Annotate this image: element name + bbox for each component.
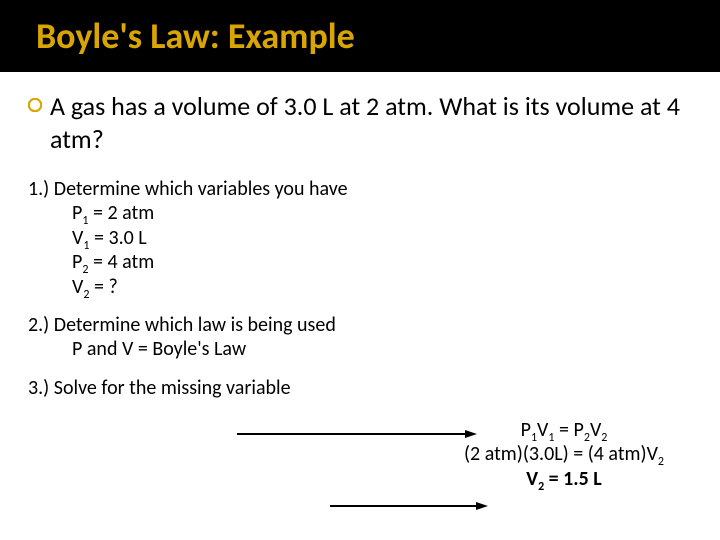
txt: P — [72, 201, 82, 225]
txt: = P — [555, 418, 584, 442]
txt: V — [72, 275, 83, 299]
arrow-icon — [330, 502, 488, 510]
txt: = 2 atm — [88, 201, 154, 225]
step-1: 1.) Determine which variables you have P… — [28, 177, 692, 299]
bullet-icon — [28, 98, 42, 112]
step-3-header: 3.) Solve for the missing variable — [28, 376, 692, 400]
equation-2: (2 atm)(3.0L) = (4 atm)V2 — [434, 442, 694, 466]
txt: V — [526, 467, 538, 491]
step-2: 2.) Determine which law is being used P … — [28, 313, 692, 362]
question-row: A gas has a volume of 3.0 L at 2 atm. Wh… — [28, 90, 692, 155]
txt: V — [590, 418, 601, 442]
title-band: Boyle's Law: Example — [0, 0, 720, 72]
txt: = ? — [89, 275, 117, 299]
txt: = 4 atm — [88, 250, 154, 274]
equations-block: P1V1 = P2V2 (2 atm)(3.0L) = (4 atm)V2 V2… — [434, 418, 694, 491]
step-2-line-1: P and V = Boyle's Law — [28, 337, 692, 361]
txt: = 3.0 L — [89, 226, 146, 250]
equation-1: P1V1 = P2V2 — [434, 418, 694, 442]
equation-3: V2 = 1.5 L — [434, 467, 694, 491]
question-text: A gas has a volume of 3.0 L at 2 atm. Wh… — [50, 90, 692, 155]
step-1-line-2: V1 = 3.0 L — [28, 226, 692, 250]
txt: V — [537, 418, 548, 442]
slide-title: Boyle's Law: Example — [36, 14, 720, 58]
txt: = 1.5 L — [544, 467, 602, 491]
step-1-line-4: V2 = ? — [28, 275, 692, 299]
txt: P — [521, 418, 531, 442]
content-area: A gas has a volume of 3.0 L at 2 atm. Wh… — [0, 72, 720, 400]
txt: P — [72, 250, 82, 274]
subscript: 2 — [658, 455, 664, 469]
step-1-header: 1.) Determine which variables you have — [28, 177, 692, 201]
step-1-line-3: P2 = 4 atm — [28, 250, 692, 274]
step-2-header: 2.) Determine which law is being used — [28, 313, 692, 337]
step-1-line-1: P1 = 2 atm — [28, 201, 692, 225]
txt: (2 atm)(3.0L) = (4 atm)V — [464, 442, 658, 466]
txt: V — [72, 226, 83, 250]
step-3: 3.) Solve for the missing variable — [28, 376, 692, 400]
